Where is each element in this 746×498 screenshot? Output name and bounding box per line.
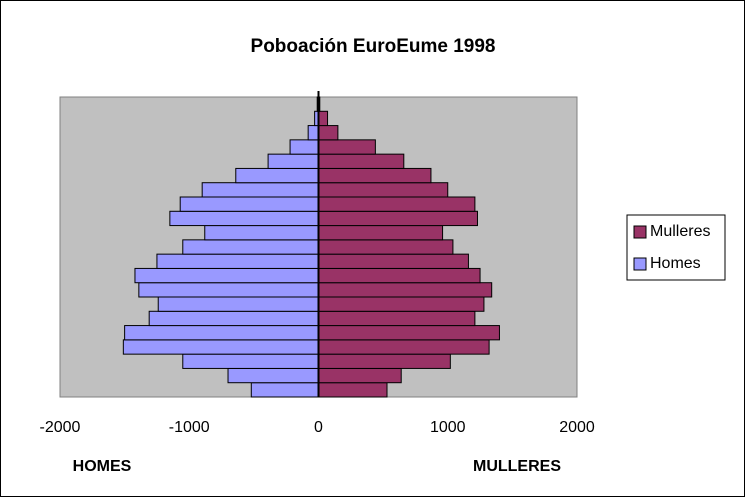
x-tick-label: -2000 xyxy=(40,419,81,436)
bar xyxy=(318,253,469,269)
bar xyxy=(318,210,478,227)
bar xyxy=(318,325,500,341)
bar xyxy=(201,182,319,198)
bar xyxy=(204,225,319,241)
bar xyxy=(318,196,476,212)
legend-swatch xyxy=(633,225,647,239)
bar xyxy=(227,367,319,384)
bar xyxy=(182,239,319,255)
legend-label: Mulleres xyxy=(650,223,710,240)
x-tick-label: 0 xyxy=(314,419,323,436)
left-label: HOMES xyxy=(73,458,132,475)
bar xyxy=(318,353,451,369)
bar xyxy=(318,239,454,255)
x-tick-label: 2000 xyxy=(559,419,595,436)
bar xyxy=(318,382,388,398)
bar xyxy=(318,225,444,241)
legend-label: Homes xyxy=(650,255,701,272)
bar xyxy=(157,296,319,312)
bar xyxy=(179,196,319,212)
bar xyxy=(182,353,319,369)
bar xyxy=(307,125,320,141)
bar xyxy=(318,125,339,141)
bar xyxy=(318,139,376,155)
bar xyxy=(169,210,319,227)
bar xyxy=(138,282,319,298)
bar xyxy=(318,367,402,384)
bar xyxy=(156,253,319,269)
bar xyxy=(318,182,449,198)
x-tick-label: 1000 xyxy=(430,419,466,436)
bar xyxy=(318,110,329,127)
bar xyxy=(250,382,319,398)
bar xyxy=(318,267,481,284)
bar xyxy=(318,167,432,184)
bar xyxy=(122,339,319,355)
bar xyxy=(318,310,476,327)
bar xyxy=(289,139,320,155)
chart-title: Poboación EuroEume 1998 xyxy=(251,36,496,57)
bar xyxy=(235,167,319,184)
bar xyxy=(267,153,319,169)
right-label: MULLERES xyxy=(473,458,561,475)
bar xyxy=(124,325,319,341)
x-tick-label: -1000 xyxy=(169,419,210,436)
bar xyxy=(318,339,490,355)
bar xyxy=(318,153,405,169)
bar xyxy=(318,296,485,312)
bar xyxy=(134,267,319,284)
bar xyxy=(318,282,493,298)
bar xyxy=(148,310,319,327)
legend-swatch xyxy=(633,257,647,271)
